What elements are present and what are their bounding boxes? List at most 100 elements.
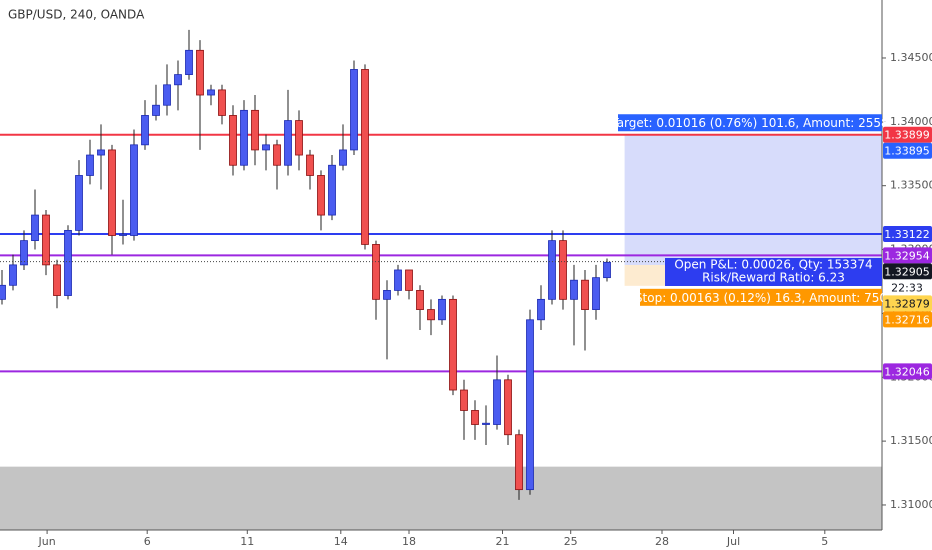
price-label-box [883,363,932,380]
candle [273,139,281,190]
candle [97,124,105,190]
target-label: Target: 0.01016 (0.76%) 101.6, Amount: 2… [610,116,888,130]
candle-body [97,149,105,156]
candle-body [460,389,468,411]
candle-body [339,149,347,166]
candle-body [0,284,6,300]
price-label: 1.32046 [884,365,930,378]
candle-body [174,74,182,86]
candle [207,84,215,106]
stop-label-box [640,288,882,306]
candle [416,285,424,331]
target-zone [624,135,882,265]
candle-body [240,109,248,166]
target-label-box [618,114,882,132]
candle [251,95,259,166]
candle [31,189,39,250]
stop-label: Stop: 0.00163 (0.12%) 16.3, Amount: 750 [635,291,887,305]
candle [108,144,116,255]
candle [383,280,391,360]
y-tick-label: 1.33500 [890,179,932,192]
x-tick-label: 21 [496,535,510,548]
candle [405,269,413,300]
candle-body [405,269,413,291]
candle-body [570,279,578,300]
candle-body [75,175,83,231]
candle-body [361,69,369,245]
candle-body [526,319,534,491]
candle [20,230,28,270]
candle [493,355,501,430]
candle-body [284,120,292,166]
candle-body [581,279,589,310]
price-label-box [883,247,932,264]
candle [350,60,358,156]
candle [559,230,567,310]
candle [581,269,589,351]
candle [75,160,83,236]
candle-body [559,240,567,300]
candle [471,400,479,440]
candle-body [603,261,611,279]
candle [163,64,171,116]
x-tick-label: 28 [655,535,669,548]
candle-body [229,115,237,166]
price-label-box [883,311,932,328]
x-tick-label: 25 [564,535,578,548]
candle-body [306,154,314,176]
candle-body [493,379,501,425]
pnl-label: Risk/Reward Ratio: 6.23 [702,271,845,285]
candle [482,405,490,445]
candle [64,225,72,300]
candle [339,124,347,171]
candle [130,129,138,241]
candle [141,100,149,150]
candle-body [438,298,446,321]
x-tick-label: 5 [821,535,828,548]
price-label-box [883,263,932,280]
candle-body [185,49,193,75]
candle-body [130,144,138,236]
candle [515,429,523,500]
candle [361,64,369,250]
candle [438,295,446,325]
candle [449,295,457,396]
price-label: 1.32954 [884,249,930,262]
candle-body [251,109,259,151]
candle-body [328,164,336,216]
candle [218,84,226,125]
candle-body [537,298,545,321]
price-label: 1.32716 [884,313,930,326]
candle [306,149,314,190]
price-label: 1.32905 [884,265,930,278]
candle [526,309,534,495]
candle-body [108,149,116,236]
candle [185,29,193,80]
candle-body [9,264,17,286]
candle-body [317,175,325,216]
candle-body [548,240,556,300]
candle-body [20,240,28,266]
pnl-label: Open P&L: 0.00026, Qty: 153374 [674,258,872,272]
candle-body [119,233,127,236]
candle-body [218,89,226,116]
candle [570,264,578,346]
candle [548,230,556,305]
candle [284,89,292,176]
candle-body [394,269,402,291]
candle [460,379,468,440]
candle [295,110,303,171]
price-label-box [883,279,932,296]
x-tick-label: 18 [402,535,416,548]
candle [262,134,270,171]
candle-body [504,379,512,436]
candle [0,269,6,305]
support-zone [0,466,882,530]
candle-body [262,144,270,151]
price-label-box [883,142,932,159]
candle-body [515,434,523,491]
chart-title: GBP/USD, 240, OANDA [8,8,145,22]
y-tick-label: 1.34000 [890,115,932,128]
candle-body [592,277,600,310]
